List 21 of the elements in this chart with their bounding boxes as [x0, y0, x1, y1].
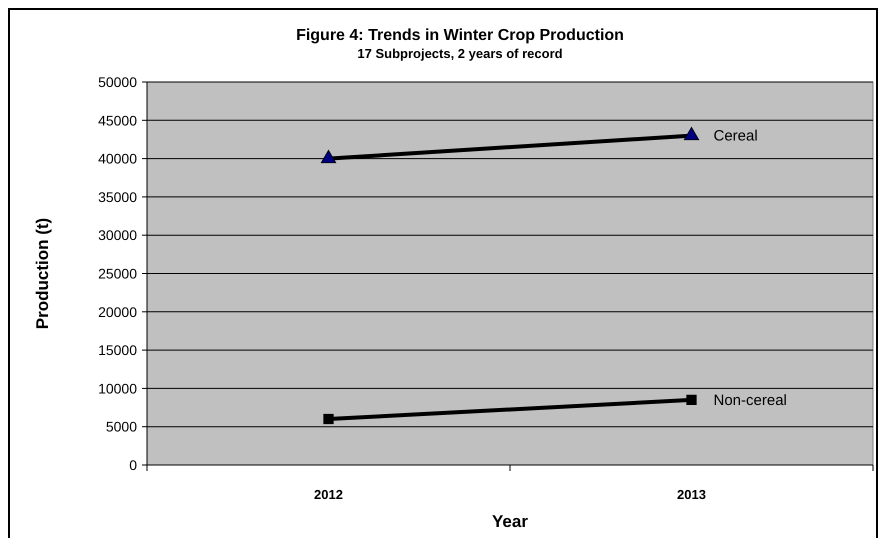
y-tick-label: 40000	[98, 150, 138, 167]
y-tick-label: 30000	[98, 227, 138, 244]
x-tick-label: 2013	[677, 487, 706, 502]
y-tick-label: 45000	[98, 112, 138, 128]
x-tick-label: 2012	[314, 487, 343, 502]
point	[323, 414, 334, 424]
y-tick-label: 35000	[98, 188, 138, 205]
y-tick-label: 15000	[98, 342, 138, 358]
y-tick-label: 5000	[106, 418, 138, 435]
y-tick-label: 20000	[98, 304, 138, 320]
series-label: Cereal	[714, 128, 758, 145]
series-label: Non-cereal	[714, 392, 787, 409]
chart-title: Figure 4: Trends in Winter Crop Production	[296, 27, 624, 44]
chart-subtitle: 17 Subprojects, 2 years of record	[357, 46, 563, 61]
y-axis-title: Production (t)	[33, 218, 52, 330]
y-tick-label: 25000	[98, 266, 138, 282]
y-tick-label: 10000	[98, 380, 138, 396]
point	[686, 394, 697, 406]
x-axis-title: Year	[492, 512, 528, 531]
y-tick-label: 0	[129, 457, 138, 473]
y-tick-label: 50000	[98, 74, 138, 90]
